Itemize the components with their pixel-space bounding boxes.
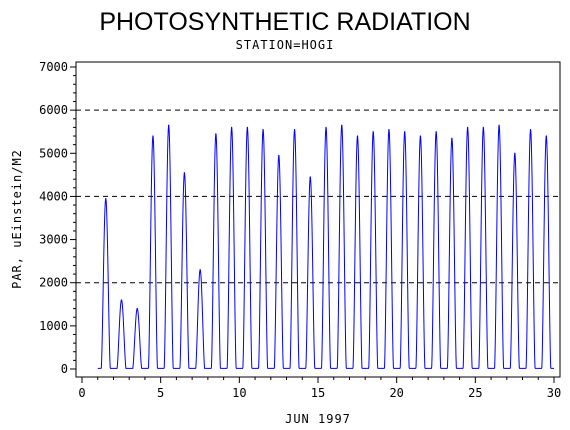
daily-peak-point <box>199 269 201 271</box>
daily-peak-point <box>293 128 296 131</box>
daily-peak-point <box>309 176 311 178</box>
x-tick-label: 30 <box>547 386 561 400</box>
daily-peak-point <box>514 152 516 154</box>
x-tick-label: 20 <box>389 386 403 400</box>
y-tick-label: 4000 <box>39 189 68 203</box>
daily-peak-point <box>388 128 390 131</box>
daily-peak-point <box>341 124 343 126</box>
daily-peak-point <box>231 126 233 128</box>
y-axis: 0 1000 2000 3000 4000 5000 6000 7000 <box>39 60 76 376</box>
daily-peak-point <box>246 126 248 128</box>
x-tick-label: 0 <box>78 386 85 400</box>
y-tick-label: 6000 <box>39 103 68 117</box>
y-tick-label: 0 <box>61 362 68 376</box>
x-axis-label: JUN 1997 <box>285 412 351 426</box>
daily-peak-point <box>498 124 500 126</box>
daily-peak-point <box>451 137 453 139</box>
daily-peak-point <box>356 135 359 137</box>
y-tick-label: 3000 <box>39 233 68 247</box>
x-tick-label: 25 <box>468 386 482 400</box>
y-tick-label: 2000 <box>39 276 68 290</box>
daily-peak-point <box>545 135 547 137</box>
x-axis: 0 5 10 15 20 25 30 <box>78 377 561 400</box>
chart-title: PHOTOSYNTHETIC RADIATION <box>99 8 470 36</box>
daily-peak-point <box>482 126 484 128</box>
reference-lines <box>76 109 560 284</box>
y-tick-label: 1000 <box>39 319 68 333</box>
y-axis-label: PAR, uEinstein/M2 <box>10 149 24 289</box>
daily-peak-point <box>136 308 138 310</box>
daily-peak-point <box>278 154 280 157</box>
y-tick-label: 5000 <box>39 146 68 160</box>
daily-peak-point <box>404 131 406 133</box>
daily-peak-point <box>419 135 422 137</box>
daily-peak-point <box>262 128 264 131</box>
daily-peak-point <box>120 299 123 301</box>
daily-peak-point <box>183 172 186 174</box>
daily-peak-point <box>372 131 374 133</box>
daily-peak-point <box>215 133 217 135</box>
x-tick-label: 15 <box>311 386 325 400</box>
daily-peak-point <box>152 135 154 137</box>
x-tick-label: 5 <box>157 386 164 400</box>
x-tick-label: 10 <box>232 386 246 400</box>
daily-peak-point <box>168 124 170 126</box>
par-line <box>97 125 554 369</box>
chart-subtitle: STATION=HOGI <box>236 38 335 52</box>
daily-peak-point <box>435 131 437 133</box>
daily-peak-point <box>529 128 532 131</box>
daily-peak-point <box>105 197 107 200</box>
daily-peak-point <box>467 126 469 128</box>
daily-peak-point <box>325 126 327 128</box>
y-tick-label: 7000 <box>39 60 68 74</box>
par-series <box>97 124 554 369</box>
